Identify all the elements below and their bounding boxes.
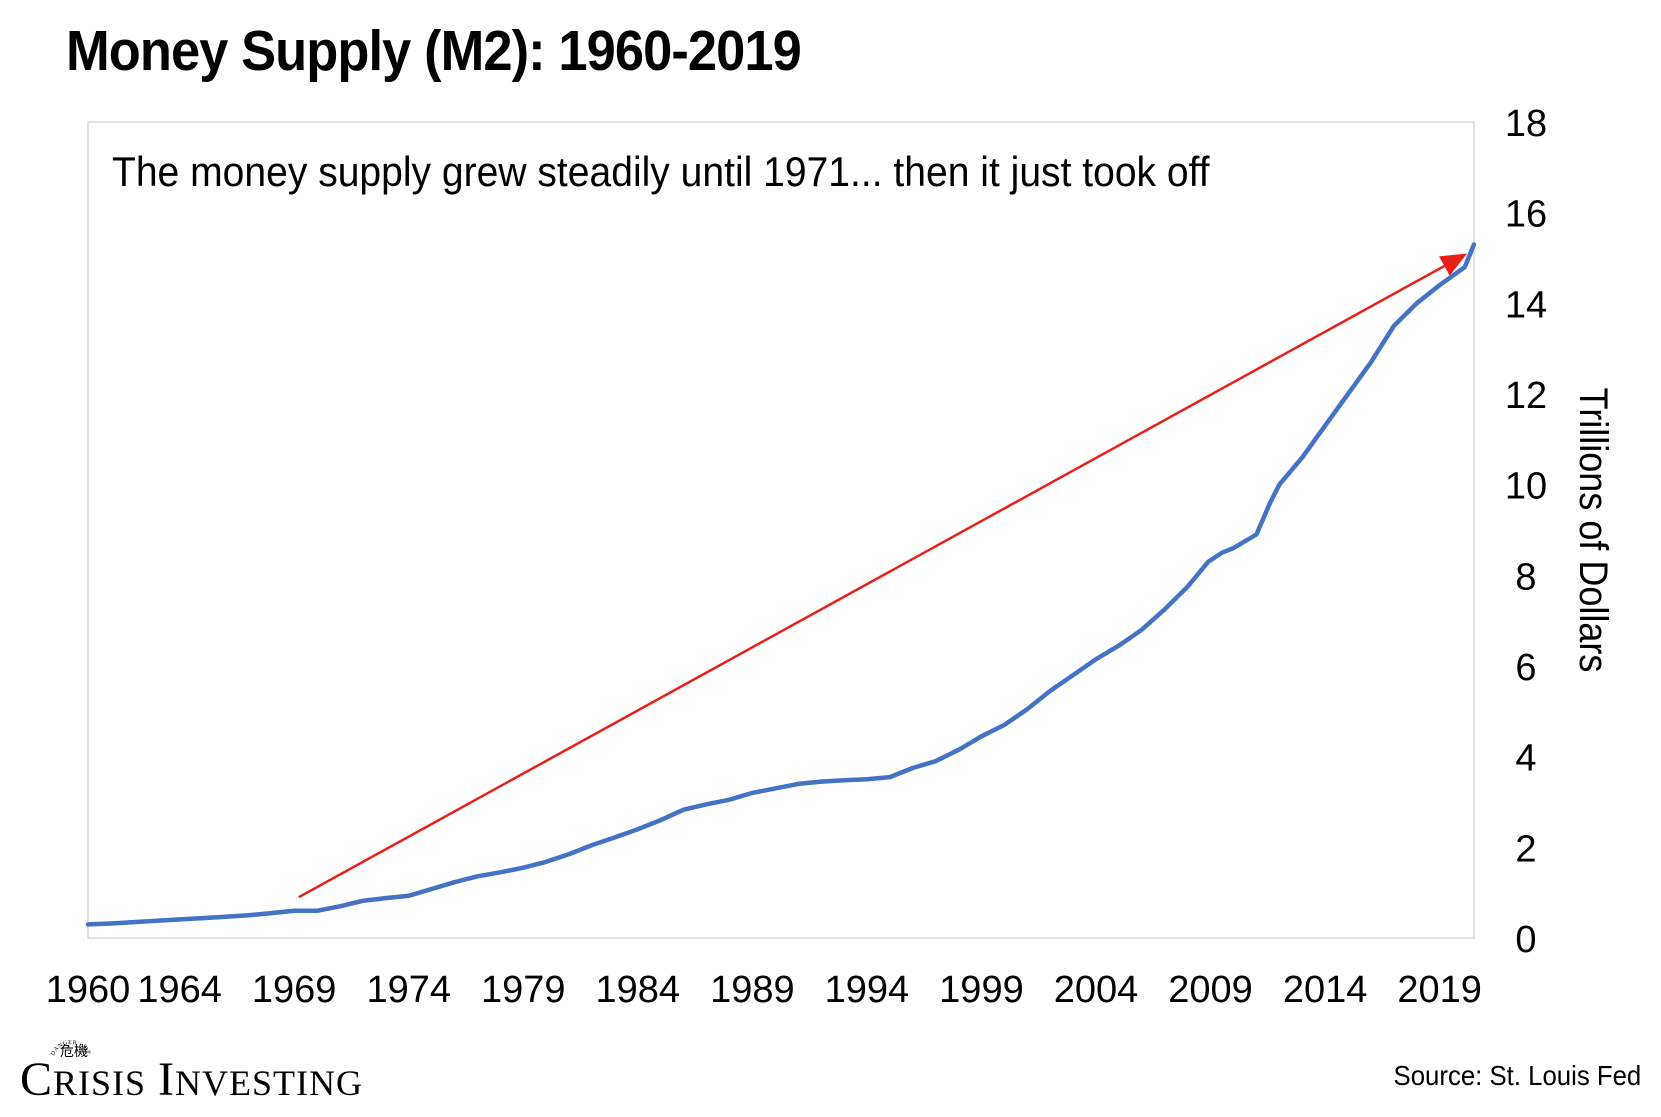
x-tick-label: 2019 xyxy=(1397,969,1482,1011)
y-tick-label: 16 xyxy=(1505,194,1547,236)
svg-text:危機: 危機 xyxy=(60,1044,88,1060)
x-tick-label: 1969 xyxy=(252,969,337,1011)
y-tick-label: 2 xyxy=(1515,828,1536,870)
x-tick-label: 1964 xyxy=(137,969,222,1011)
logo-seal-icon: DANGER • OPPORTUNITY 危機 xyxy=(20,1030,91,1060)
source-note: Source: St. Louis Fed xyxy=(1393,1060,1641,1091)
y-axis: 0 2 4 6 8 10 12 14 16 18 xyxy=(1505,103,1547,961)
plot-area xyxy=(87,121,1475,939)
x-tick-label: 1994 xyxy=(825,969,910,1011)
logo-wordmark: CRISIS INVESTING xyxy=(20,1053,364,1106)
y-tick-label: 4 xyxy=(1515,738,1536,780)
trend-arrowhead xyxy=(1439,253,1468,276)
crisis-investing-logo: DANGER • OPPORTUNITY 危機 CRISIS INVESTING xyxy=(20,1030,400,1110)
y-tick-label: 12 xyxy=(1505,375,1547,417)
x-tick-label: 2009 xyxy=(1168,969,1253,1011)
x-tick-label: 2014 xyxy=(1283,969,1368,1011)
trend-arrow xyxy=(298,264,1445,899)
y-tick-label: 18 xyxy=(1505,103,1547,145)
x-tick-label: 1984 xyxy=(596,969,681,1011)
y-tick-label: 10 xyxy=(1505,466,1547,508)
m2-series-line xyxy=(85,242,1477,927)
x-tick-label: 1979 xyxy=(481,969,566,1011)
y-tick-label: 14 xyxy=(1505,284,1547,326)
x-tick-label: 1989 xyxy=(710,969,795,1011)
y-tick-label: 0 xyxy=(1515,919,1536,961)
y-tick-label: 8 xyxy=(1515,556,1536,598)
x-tick-label: 1999 xyxy=(939,969,1024,1011)
chart-title: Money Supply (M2): 1960-2019 xyxy=(66,19,802,83)
annotation-text: The money supply grew steadily until 197… xyxy=(112,148,1210,196)
y-tick-label: 6 xyxy=(1515,647,1536,689)
x-tick-label: 1960 xyxy=(46,969,131,1011)
y-axis-label: Trillions of Dollars xyxy=(1571,388,1615,673)
x-tick-label: 1974 xyxy=(366,969,451,1011)
x-tick-label: 2004 xyxy=(1054,969,1139,1011)
x-axis: 1960 1964 1969 1974 1979 1984 1989 1994 1999 2004… xyxy=(46,969,1482,1011)
